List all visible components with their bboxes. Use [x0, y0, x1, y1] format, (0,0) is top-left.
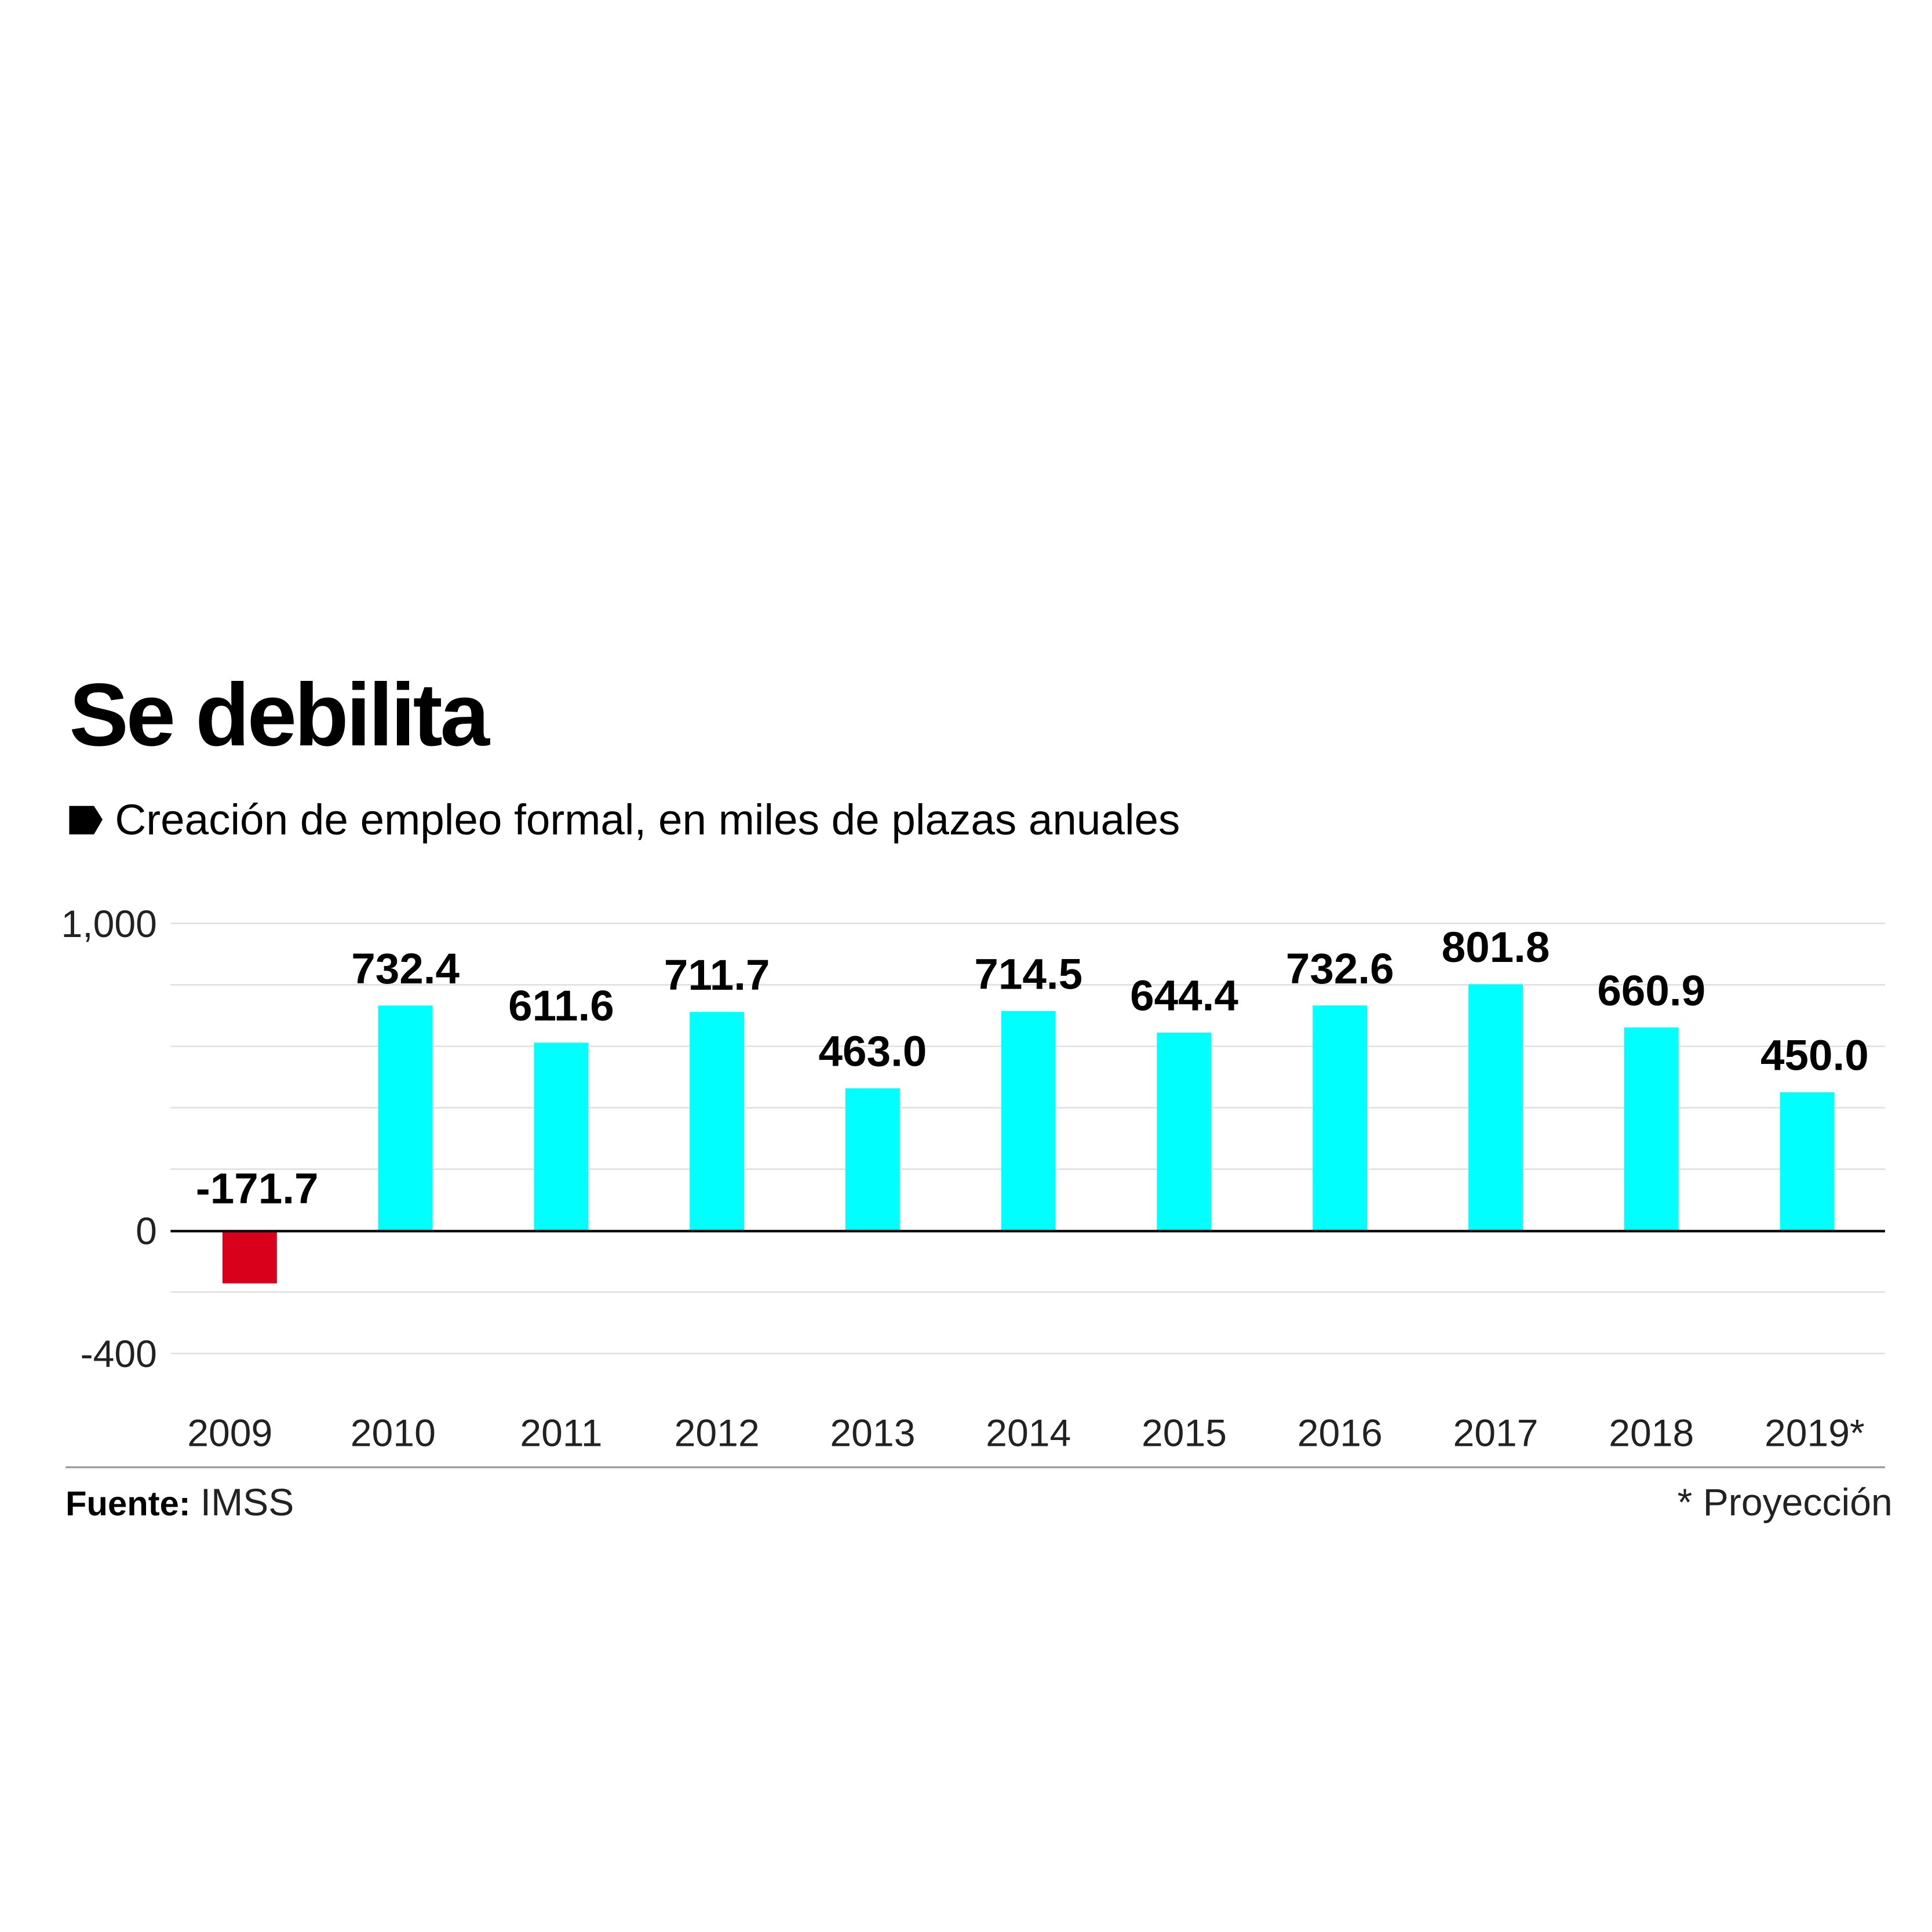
- x-tick-label: 2010: [351, 1412, 436, 1455]
- bar: [1468, 984, 1523, 1231]
- bar: [534, 1042, 589, 1231]
- data-label: 732.6: [1286, 944, 1394, 993]
- source-value: IMSS: [201, 1481, 294, 1524]
- data-label: 732.4: [351, 944, 460, 993]
- bar: [1313, 1005, 1368, 1231]
- x-tick-label: 2017: [1453, 1412, 1538, 1455]
- data-label: 714.5: [974, 949, 1082, 998]
- x-axis: 2009 2010 2011 2012 2013 2014 2015 2016 2017 2018…: [187, 1412, 1865, 1455]
- x-tick-label: 2013: [830, 1412, 915, 1455]
- bar: [222, 1230, 277, 1284]
- bar: [1624, 1027, 1679, 1231]
- data-label: 711.7: [664, 950, 770, 999]
- data-label: 450.0: [1760, 1031, 1869, 1080]
- source-label: Fuente:: [65, 1484, 191, 1523]
- data-label: 463.0: [819, 1027, 927, 1076]
- y-axis: -400 0 1,000: [61, 903, 156, 1376]
- x-tick-label: 2018: [1609, 1412, 1694, 1455]
- y-tick-label: 1,000: [61, 903, 156, 946]
- x-tick-label: 2011: [520, 1412, 602, 1455]
- bars: [222, 984, 1835, 1284]
- bar: [690, 1012, 745, 1231]
- y-tick-label: 0: [136, 1210, 157, 1253]
- y-tick-label: -400: [81, 1333, 157, 1376]
- bar: [845, 1088, 900, 1231]
- x-tick-label: 2009: [187, 1412, 272, 1455]
- data-labels: -171.7 732.4 611.6 711.7 463.0 714.5 644.4 732.…: [196, 923, 1869, 1213]
- data-label: 611.6: [508, 981, 614, 1030]
- data-label: 801.8: [1442, 923, 1550, 971]
- x-tick-label: 2016: [1297, 1412, 1383, 1455]
- bar: [1780, 1092, 1835, 1231]
- bar: [1157, 1032, 1212, 1231]
- bar: [378, 1005, 433, 1231]
- data-label: 660.9: [1597, 966, 1705, 1015]
- bar: [1001, 1011, 1056, 1231]
- data-label: 644.4: [1130, 971, 1238, 1020]
- footnote: * Proyección: [1678, 1481, 1893, 1524]
- source: Fuente: IMSS: [65, 1481, 294, 1524]
- chart-title: Se debilita: [69, 665, 490, 764]
- subtitle-marker-icon: [69, 805, 103, 834]
- x-tick-label: 2019*: [1765, 1412, 1865, 1455]
- x-tick-label: 2014: [986, 1412, 1071, 1455]
- x-tick-label: 2015: [1142, 1412, 1227, 1455]
- data-label: -171.7: [196, 1164, 319, 1213]
- chart-subtitle: Creación de empleo formal, en miles de p…: [115, 795, 1180, 844]
- x-tick-label: 2012: [675, 1412, 760, 1455]
